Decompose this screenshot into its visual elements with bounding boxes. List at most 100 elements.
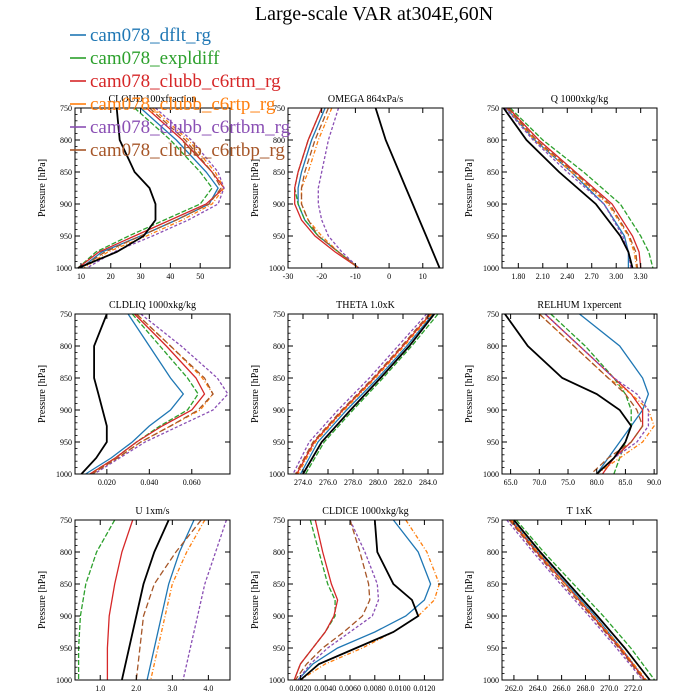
series-line-cam078_clubb_c6rtm_rg [77,107,225,269]
series-line-cam078_expldiff [77,519,116,680]
series-line-cam078_clubb_c6rtm_rg [89,313,206,475]
legend-entry-3: cam078_clubb_c6rtp_rg [70,94,276,115]
y-tick-label: 750 [487,104,499,113]
series-line-cam078_clubb_c6rtbp_rg [300,107,360,269]
series-line-cam078_clubb_c6rtbp_rg [294,519,371,681]
y-tick-label: 800 [273,342,285,351]
series-line-cam078_expldiff [515,519,656,681]
figure-title: Large-scale VAR at304E,60N [255,3,493,25]
x-tick-label: 0.060 [183,478,201,487]
y-axis-label: Pressure [hPa] [464,365,475,423]
x-tick-label: 272.0 [624,684,642,693]
series-line-cam078_expldiff [509,107,654,269]
y-tick-label: 750 [487,310,499,319]
legend-entry-5: cam078_clubb_c6rtbp_rg [70,140,285,161]
panel-frame [74,519,231,681]
y-tick-label: 1000 [483,264,499,273]
y-tick-label: 950 [60,438,72,447]
series-line-cam078_clubb_c6rtbm_rg [317,107,360,269]
series-line-cam078_expldiff [304,313,439,475]
y-axis-label: Pressure [hPa] [464,159,475,217]
x-tick-label: 30 [137,272,145,281]
y-tick-label: 850 [273,168,285,177]
y-tick-label: 850 [273,580,285,589]
x-tick-label: 40 [166,272,174,281]
y-tick-label: 850 [487,168,499,177]
y-tick-label: 850 [487,580,499,589]
legend-label: cam078_dflt_rg [90,25,212,46]
panel-frame [501,107,658,269]
x-tick-label: 282.0 [394,478,412,487]
y-tick-label: 750 [60,516,72,525]
y-tick-label: 750 [273,516,285,525]
series-line-obs [502,107,634,269]
x-tick-label: 75.0 [561,478,575,487]
y-tick-label: 900 [487,406,499,415]
y-tick-label: 1000 [56,264,72,273]
series-line-cam078_dflt_rg [85,313,185,475]
series-line-cam078_clubb_c6rtbm_rg [86,107,225,269]
x-tick-label: 2.0 [131,684,141,693]
panel-3: CLDLIQ 1000xkg/kg Pressure [hPa] 750 800 850… [37,300,231,487]
y-tick-label: 1000 [269,470,285,479]
y-tick-label: 800 [60,342,72,351]
series-line-cam078_clubb_c6rtm_rg [106,519,134,680]
x-tick-label: 4.0 [203,684,213,693]
series-line-cam078_expldiff [294,107,360,269]
x-tick-label: -30 [283,272,294,281]
y-axis-label: Pressure [hPa] [464,571,475,629]
y-tick-label: 850 [487,374,499,383]
panel-title: CLDICE 1000xkg/kg [322,506,408,517]
x-tick-label: 50 [196,272,204,281]
legend: cam078_dflt_rgcam078_expldiffcam078_club… [70,25,291,161]
series-line-cam078_clubb_c6rtp_rg [83,107,225,269]
x-tick-label: 266.0 [553,684,571,693]
series-line-cam078_clubb_c6rtm_rg [294,107,360,269]
series-line-cam078_dflt_rg [146,519,195,681]
panel-frame [287,313,444,475]
y-tick-label: 900 [60,406,72,415]
y-axis-label: Pressure [hPa] [250,365,261,423]
series-line-cam078_clubb_c6rtp_rg [300,107,360,269]
x-tick-label: -10 [350,272,361,281]
y-axis-label: Pressure [hPa] [37,571,48,629]
series-line-cam078_dflt_rg [297,519,432,681]
series-line-cam078_dflt_rg [505,107,630,268]
series-line-cam078_clubb_c6rtbm_rg [297,519,380,681]
x-tick-label: 1.80 [511,272,525,281]
x-tick-label: 0.0060 [339,684,361,693]
panel-frame [287,519,444,681]
y-tick-label: 950 [487,438,499,447]
panel-8: T 1xK Pressure [hPa] 750 800 850 900 950 1000 26… [464,506,658,693]
y-tick-label: 900 [273,612,285,621]
legend-entry-4: cam078_clubb_c6rtbm_rg [70,117,291,138]
legend-label: cam078_clubb_c6rtp_rg [90,94,276,115]
x-tick-label: 0.020 [98,478,116,487]
panel-title: RELHUM 1xpercent [537,300,621,311]
series-line-cam078_dflt_rg [579,313,650,475]
y-tick-label: 950 [273,644,285,653]
x-tick-label: 90.0 [647,478,661,487]
y-axis-label: Pressure [hPa] [37,159,48,217]
x-tick-label: 284.0 [419,478,437,487]
panel-frame [501,313,658,475]
x-tick-label: 276.0 [319,478,337,487]
x-tick-label: 2.10 [536,272,550,281]
series-line-cam078_clubb_c6rtbm_rg [544,313,650,475]
y-tick-label: 1000 [483,470,499,479]
x-tick-label: 1.0 [95,684,105,693]
series-line-obs [374,107,441,269]
y-tick-label: 800 [487,548,499,557]
x-tick-label: 270.0 [600,684,618,693]
x-tick-label: 2.40 [560,272,574,281]
x-tick-label: 268.0 [576,684,594,693]
series-line-obs [80,313,108,475]
y-tick-label: 950 [487,232,499,241]
series-line-obs [302,313,436,475]
y-axis-label: Pressure [hPa] [250,159,261,217]
x-tick-label: 280.0 [369,478,387,487]
panel-7: CLDICE 1000xkg/kg Pressure [hPa] 750 800 850… [250,506,444,693]
y-axis-label: Pressure [hPa] [250,571,261,629]
y-tick-label: 850 [273,374,285,383]
series-line-cam078_clubb_c6rtm_rg [508,107,642,269]
